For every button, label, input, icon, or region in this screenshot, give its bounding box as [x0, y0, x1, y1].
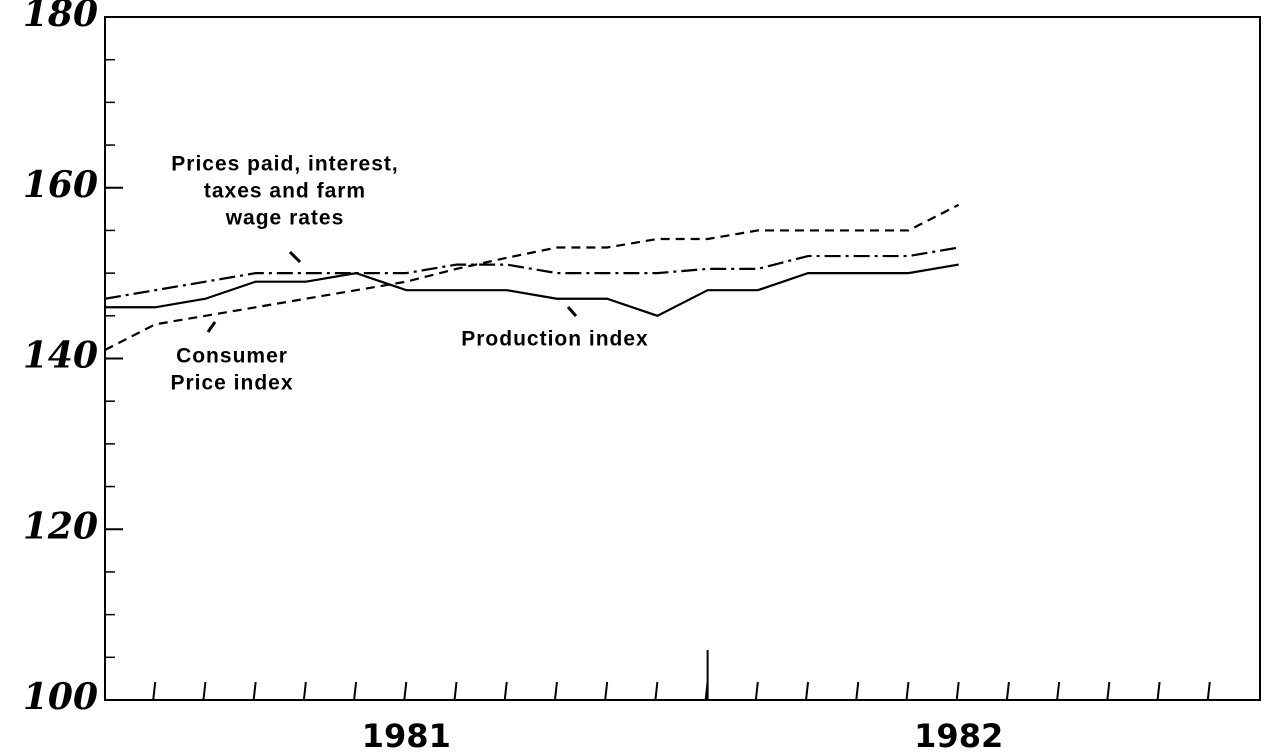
- annotation: Price index: [170, 372, 293, 395]
- annotation: Production index: [461, 328, 649, 351]
- series-line: [104, 203, 960, 351]
- x-minor-tick: [553, 681, 558, 701]
- x-minor-tick: [1206, 681, 1211, 701]
- x-minor-tick: [403, 681, 408, 701]
- annotation: Prices paid, interest,: [171, 153, 398, 176]
- x-minor-tick: [1106, 681, 1111, 701]
- x-minor-tick: [152, 681, 157, 701]
- x-minor-tick: [1005, 681, 1010, 701]
- annotation: Consumer: [176, 345, 288, 368]
- x-minor-tick: [905, 681, 910, 701]
- leader-line: [206, 321, 217, 333]
- annotation: wage rates: [225, 207, 345, 230]
- x-minor-tick: [955, 681, 960, 701]
- x-minor-tick: [1156, 681, 1161, 701]
- leader-line: [288, 250, 302, 264]
- x-minor-tick: [654, 681, 659, 701]
- x-minor-tick: [453, 681, 458, 701]
- x-tick-label: 1982: [914, 717, 1003, 755]
- leader-line: [566, 306, 578, 317]
- x-tick-label: 1981: [362, 717, 451, 755]
- x-minor-tick: [855, 681, 860, 701]
- x-minor-tick: [754, 681, 759, 701]
- x-minor-tick: [302, 681, 307, 701]
- x-minor-tick: [1056, 681, 1061, 701]
- y-tick-label: 160: [23, 164, 98, 206]
- y-tick-label: 140: [23, 335, 98, 377]
- x-minor-tick: [252, 681, 257, 701]
- y-tick-label: 100: [23, 676, 98, 718]
- x-minor-tick: [202, 681, 207, 701]
- y-tick-label: 120: [23, 505, 98, 547]
- y-tick-label: 180: [23, 0, 98, 35]
- x-minor-tick: [503, 681, 508, 701]
- x-minor-tick: [353, 681, 358, 701]
- x-minor-tick: [805, 681, 810, 701]
- annotation: taxes and farm: [204, 180, 366, 203]
- x-minor-tick: [604, 681, 609, 701]
- series-line: [105, 263, 959, 318]
